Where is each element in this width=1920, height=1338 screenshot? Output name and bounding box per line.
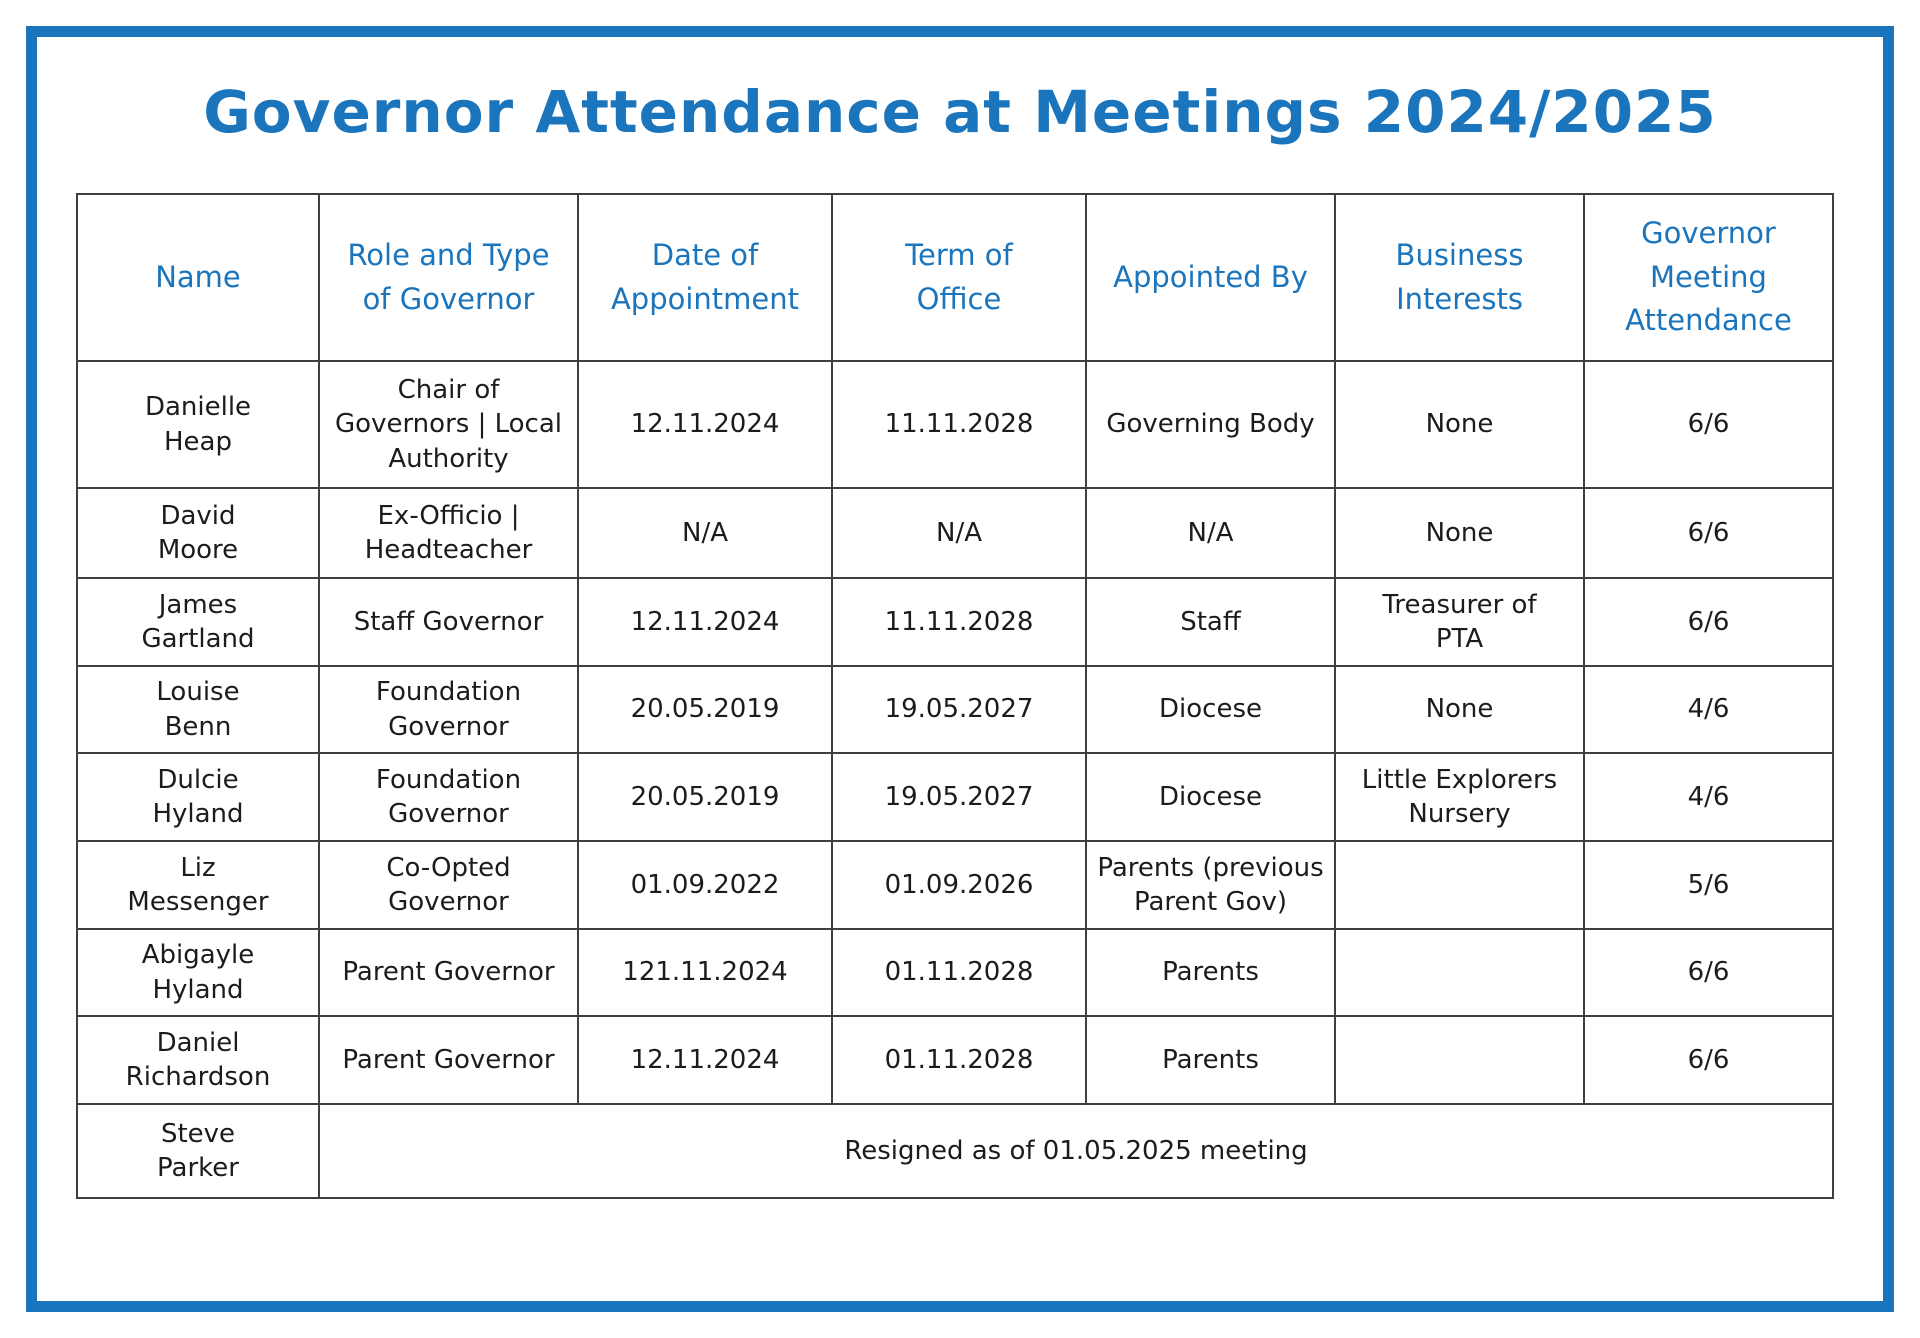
header-appointed-by: Appointed By [1085,193,1336,362]
term-of-office: 19.05.2027 [831,752,1087,842]
business-interests: None [1334,487,1585,579]
table-row: Dulcie Hyland Foundation Governor 20.05.20… [76,752,1834,842]
table-row: Louise Benn Foundation Governor 20.05.2019… [76,665,1834,754]
table-row: Steve Parker Resigned as of 01.05.2025 me… [76,1103,1834,1199]
meeting-attendance: 4/6 [1583,665,1834,754]
governor-role: Parent Governor [318,1015,579,1105]
appointed-by: Diocese [1085,752,1336,842]
page-title: Governor Attendance at Meetings 2024/202… [203,78,1717,146]
header-row: Name Role and Type of Governor Date of A… [76,193,1834,362]
table-row: Danielle Heap Chair of Governors | Local … [76,360,1834,489]
meeting-attendance: 6/6 [1583,487,1834,579]
term-of-office: 11.11.2028 [831,360,1087,489]
header-term-of-office: Term of Office [831,193,1087,362]
date-of-appointment: 01.09.2022 [577,840,833,930]
header-name: Name [76,193,320,362]
meeting-attendance: 6/6 [1583,577,1834,667]
appointed-by: Governing Body [1085,360,1336,489]
meeting-attendance: 5/6 [1583,840,1834,930]
business-interests [1334,928,1585,1017]
governor-name: Daniel Richardson [76,1015,320,1105]
appointed-by: Parents [1085,928,1336,1017]
date-of-appointment: 12.11.2024 [577,1015,833,1105]
meeting-attendance: 6/6 [1583,928,1834,1017]
header-role: Role and Type of Governor [318,193,579,362]
date-of-appointment: 12.11.2024 [577,360,833,489]
header-attendance: Governor Meeting Attendance [1583,193,1834,362]
governor-role: Foundation Governor [318,752,579,842]
governor-role: Parent Governor [318,928,579,1017]
appointed-by: Parents [1085,1015,1336,1105]
meeting-attendance: 6/6 [1583,1015,1834,1105]
appointed-by: Parents (previous Parent Gov) [1085,840,1336,930]
governor-name: Dulcie Hyland [76,752,320,842]
table-row: Liz Messenger Co-Opted Governor 01.09.2022… [76,840,1834,930]
resignation-note: Resigned as of 01.05.2025 meeting [318,1103,1834,1199]
header-date-of-appointment: Date of Appointment [577,193,833,362]
governor-name: Louise Benn [76,665,320,754]
business-interests: Treasurer of PTA [1334,577,1585,667]
table-row: Abigayle Hyland Parent Governor 121.11.202… [76,928,1834,1017]
table-row: Daniel Richardson Parent Governor 12.11.20… [76,1015,1834,1105]
date-of-appointment: 20.05.2019 [577,665,833,754]
term-of-office: 01.09.2026 [831,840,1087,930]
governor-role: Staff Governor [318,577,579,667]
date-of-appointment: N/A [577,487,833,579]
governor-name: Steve Parker [76,1103,320,1199]
governor-role: Chair of Governors | Local Authority [318,360,579,489]
term-of-office: 01.11.2028 [831,1015,1087,1105]
business-interests [1334,1015,1585,1105]
header-business-interests: Business Interests [1334,193,1585,362]
business-interests: None [1334,665,1585,754]
governor-role: Co-Opted Governor [318,840,579,930]
governor-name: Danielle Heap [76,360,320,489]
term-of-office: 11.11.2028 [831,577,1087,667]
governor-name: Abigayle Hyland [76,928,320,1017]
table-row: James Gartland Staff Governor 12.11.2024 11… [76,577,1834,667]
appointed-by: Diocese [1085,665,1336,754]
table-row: David Moore Ex-Officio | Headteacher N/A N/… [76,487,1834,579]
business-interests: Little Explorers Nursery [1334,752,1585,842]
date-of-appointment: 121.11.2024 [577,928,833,1017]
business-interests [1334,840,1585,930]
term-of-office: 01.11.2028 [831,928,1087,1017]
date-of-appointment: 12.11.2024 [577,577,833,667]
term-of-office: 19.05.2027 [831,665,1087,754]
governor-name: Liz Messenger [76,840,320,930]
date-of-appointment: 20.05.2019 [577,752,833,842]
governor-attendance-table: Name Role and Type of Governor Date of A… [76,193,1834,1199]
term-of-office: N/A [831,487,1087,579]
appointed-by: Staff [1085,577,1336,667]
governor-role: Ex-Officio | Headteacher [318,487,579,579]
business-interests: None [1334,360,1585,489]
meeting-attendance: 4/6 [1583,752,1834,842]
meeting-attendance: 6/6 [1583,360,1834,489]
governor-name: David Moore [76,487,320,579]
governor-role: Foundation Governor [318,665,579,754]
governor-name: James Gartland [76,577,320,667]
appointed-by: N/A [1085,487,1336,579]
